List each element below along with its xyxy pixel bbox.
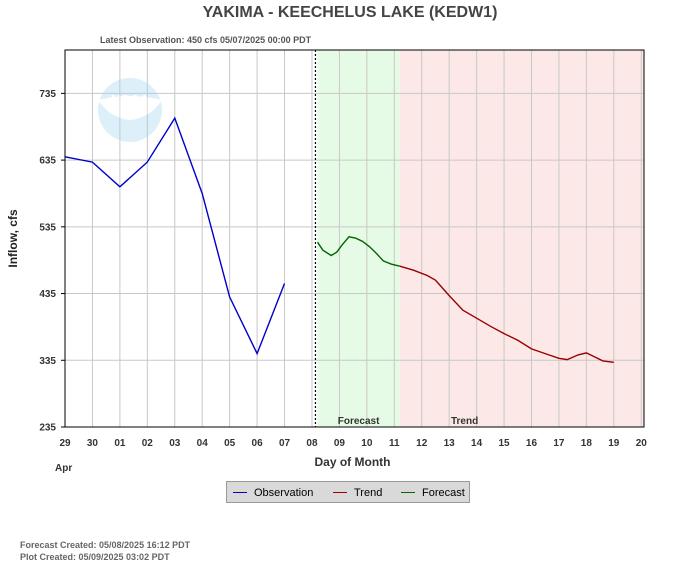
legend-label-forecast: Forecast (422, 486, 465, 499)
legend-label-observation: Observation (254, 486, 314, 499)
y-tick-label: 335 (39, 356, 56, 367)
legend-swatch-observation (233, 492, 247, 493)
forecast-created-text: Forecast Created: 05/08/2025 16:12 PDT (20, 540, 191, 550)
legend-item-forecast: Forecast (401, 486, 465, 499)
noaa-logo-circle (98, 78, 162, 142)
y-tick-label: 435 (39, 289, 56, 300)
y-tick-label: 735 (39, 89, 56, 100)
trend-region-label: Trend (451, 416, 478, 427)
legend-swatch-trend (333, 492, 347, 493)
plot-created-text: Plot Created: 05/09/2025 03:02 PDT (20, 552, 170, 562)
trend-region (399, 50, 644, 427)
x-tick-label: 10 (361, 438, 373, 449)
forecast-region (317, 50, 400, 427)
x-axis-month-label: Apr (55, 463, 72, 474)
legend-item-trend: Trend (333, 486, 382, 499)
forecast-region-label: Forecast (338, 416, 380, 427)
chart-gridlines (65, 50, 644, 427)
legend-item-observation: Observation (233, 486, 313, 499)
chart-series (64, 116, 614, 363)
inflow-chart: NOAA 29 30 01 02 03 04 05 06 07 08 09 10 11 12 13 14 15 1… (6, 49, 648, 474)
x-tick-label: 06 (252, 438, 264, 449)
x-tick-label: 14 (471, 438, 483, 449)
x-tick-label: 02 (142, 438, 154, 449)
x-tick-label: 20 (636, 438, 648, 449)
x-tick-label: 16 (526, 438, 538, 449)
noaa-logo-bird (98, 96, 162, 120)
noaa-logo-text: NOAA (111, 92, 150, 107)
x-tick-label: 03 (169, 438, 181, 449)
x-tick-label: 13 (444, 438, 456, 449)
x-tick-label: 17 (553, 438, 565, 449)
series-observation-line (64, 116, 286, 356)
x-tick-label: 29 (59, 438, 71, 449)
y-axis-label: Inflow, cfs (6, 209, 20, 268)
legend-label-trend: Trend (354, 486, 383, 499)
x-tick-label: 01 (114, 438, 126, 449)
x-tick-label: 07 (279, 438, 291, 449)
x-tick-label: 11 (389, 438, 400, 449)
chart-legend: Observation Trend Forecast (226, 481, 470, 503)
plot-border (64, 49, 645, 428)
chart-background (65, 50, 644, 427)
legend-swatch-forecast (401, 492, 415, 493)
x-tick-label: 12 (416, 438, 428, 449)
y-tick-label: 535 (39, 222, 56, 233)
noaa-logo: NOAA (98, 78, 162, 142)
y-tick-label: 235 (39, 423, 56, 434)
x-tick-label: 08 (306, 438, 318, 449)
chart-axes: 29 30 01 02 03 04 05 06 07 08 09 10 11 12 13 14 15 16 17 18… (39, 49, 648, 449)
latest-observation-text: Latest Observation: 450 cfs 05/07/2025 0… (100, 35, 312, 45)
x-tick-label: 05 (224, 438, 236, 449)
x-axis-label: Day of Month (315, 455, 391, 469)
y-tick-label: 635 (39, 156, 56, 167)
x-tick-label: 09 (334, 438, 346, 449)
series-trend-line (399, 265, 614, 363)
x-tick-label: 30 (87, 438, 99, 449)
series-forecast-line (316, 236, 400, 267)
chart-title: YAKIMA - KEECHELUS LAKE (KEDW1) (202, 4, 498, 21)
x-tick-label: 18 (581, 438, 593, 449)
x-tick-label: 04 (197, 438, 209, 449)
x-tick-label: 15 (498, 438, 510, 449)
x-tick-label: 19 (608, 438, 620, 449)
